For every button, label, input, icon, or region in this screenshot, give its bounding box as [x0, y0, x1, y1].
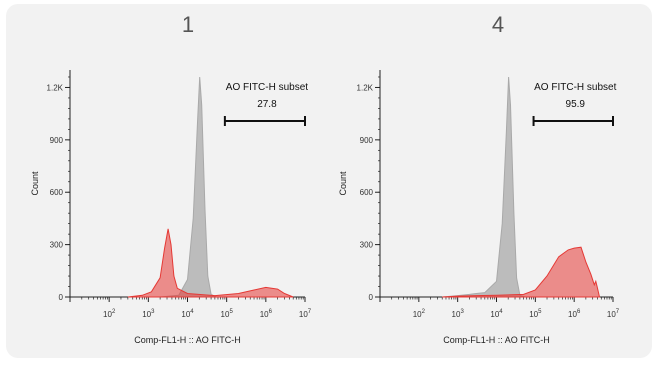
x-tick-label: 102	[103, 309, 116, 319]
x-tick-label: 107	[607, 309, 620, 319]
y-tick-label: 0	[369, 293, 374, 302]
y-tick-label: 0	[59, 293, 64, 302]
y-tick-label: 300	[50, 241, 64, 250]
gate-name: AO FITC-H subset	[226, 82, 308, 93]
x-axis-label: Comp-FL1-H :: AO FITC-H	[443, 335, 550, 345]
y-tick-label: 900	[360, 136, 374, 145]
x-tick-label: 106	[260, 309, 273, 319]
x-tick-label: 103	[142, 309, 155, 319]
y-tick-label: 600	[50, 188, 64, 197]
y-tick-label: 1.2K	[357, 83, 374, 92]
gate-value: 95.9	[566, 99, 586, 110]
panel-title-1: 1	[181, 12, 195, 37]
y-tick-label: 900	[50, 136, 64, 145]
y-tick-label: 600	[360, 188, 374, 197]
histogram-panel-4: 0 300 600 900 1.2K 102 103 104 105 106 107 AO FITC-…	[338, 70, 620, 345]
x-tick-label: 104	[490, 309, 503, 319]
x-tick-label: 103	[452, 309, 465, 319]
panel-title-4: 4	[491, 12, 505, 37]
histogram-series-red	[442, 246, 601, 298]
y-tick-label: 300	[360, 241, 374, 250]
histogram-panel-1: 0 300 600 900 1.2K 102 103 104 105 106 107 AO FITC-…	[30, 70, 312, 345]
x-tick-label: 106	[568, 309, 581, 319]
histogram-series-gray	[442, 76, 526, 298]
x-tick-label: 105	[221, 309, 234, 319]
gate-value: 27.8	[257, 99, 277, 110]
x-tick-label: 105	[529, 309, 542, 319]
gate-name: AO FITC-H subset	[534, 82, 616, 93]
y-axis-label: Count	[338, 171, 348, 196]
x-tick-label: 104	[181, 309, 194, 319]
y-axis-label: Count	[30, 171, 40, 196]
chart-card	[6, 4, 652, 358]
histogram-series-gray	[160, 76, 217, 298]
y-tick-label: 1.2K	[47, 83, 64, 92]
histogram-series-red	[127, 228, 294, 298]
x-axis-label: Comp-FL1-H :: AO FITC-H	[134, 335, 241, 345]
x-tick-label: 107	[299, 309, 312, 319]
x-tick-label: 102	[413, 309, 426, 319]
